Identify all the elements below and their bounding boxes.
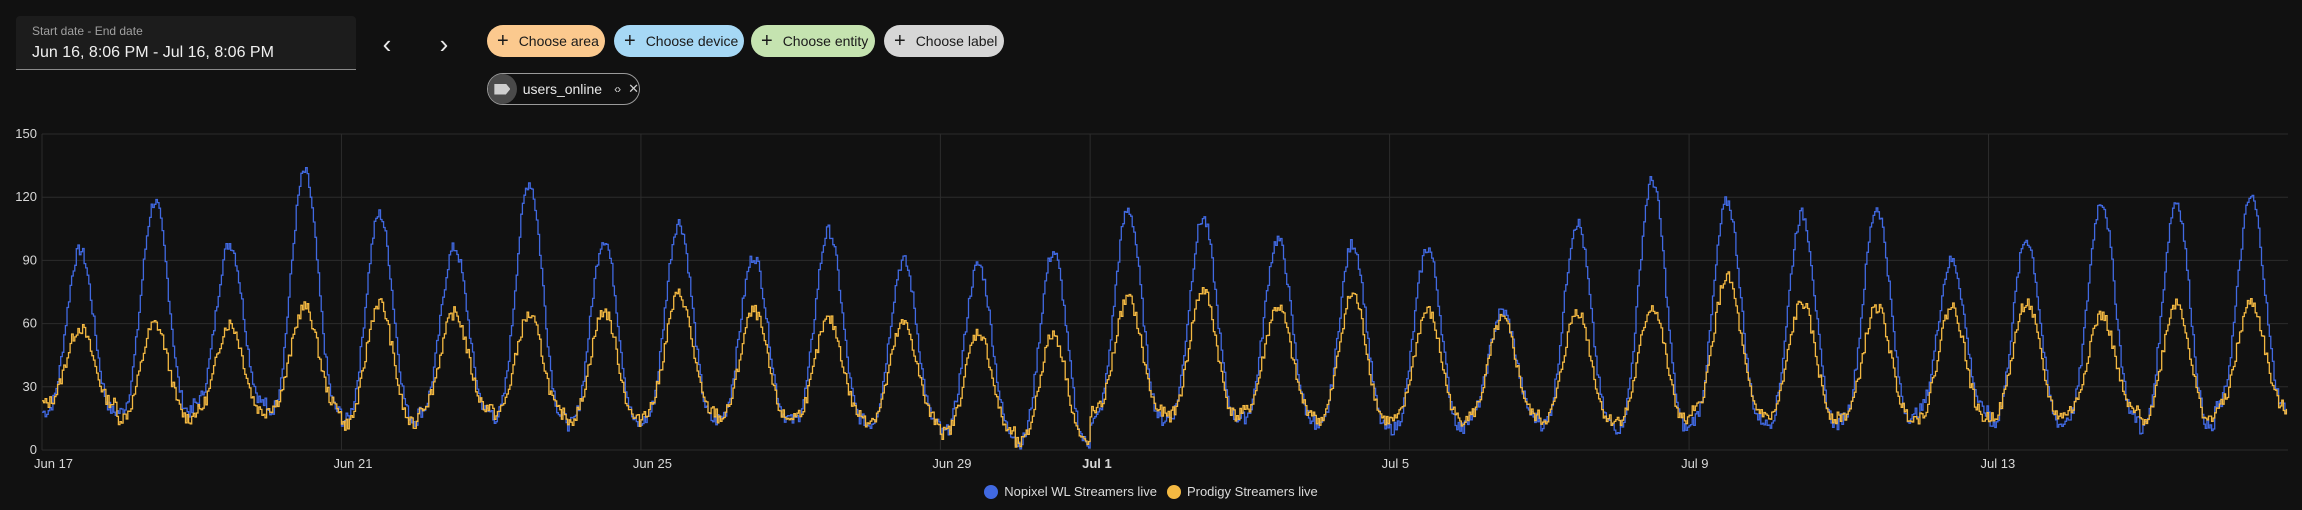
y-tick-label: 0 xyxy=(30,442,37,457)
legend-label-series-2: Prodigy Streamers live xyxy=(1186,484,1318,499)
series-line-2 xyxy=(42,271,2288,448)
plus-icon: + xyxy=(761,30,773,52)
expand-icon[interactable]: ‹› xyxy=(614,82,621,96)
legend-swatch-series-1 xyxy=(984,484,999,499)
x-tick-label: Jun 25 xyxy=(633,456,672,471)
y-tick-label: 60 xyxy=(23,316,37,331)
choose-device-label: Choose device xyxy=(645,33,739,49)
chevron-left-icon: ‹ xyxy=(382,28,392,59)
selected-label-text: users_online xyxy=(522,81,603,97)
plus-icon: + xyxy=(624,30,636,52)
label-tag-icon xyxy=(494,83,511,95)
choose-label-label: Choose label xyxy=(915,33,998,49)
x-tick-label: Jul 9 xyxy=(1681,456,1708,471)
x-tick-label: Jul 1 xyxy=(1082,456,1112,471)
y-tick-label: 30 xyxy=(23,379,37,394)
plus-icon: + xyxy=(497,30,509,52)
choose-device-chip[interactable]: + Choose device xyxy=(614,25,744,57)
label-avatar xyxy=(488,74,517,104)
remove-label-icon[interactable]: ✕ xyxy=(628,81,639,96)
legend-item-series-1[interactable]: Nopixel WL Streamers live xyxy=(984,484,1157,499)
x-tick-label: Jun 29 xyxy=(932,456,971,471)
choose-entity-chip[interactable]: + Choose entity xyxy=(751,25,875,57)
plus-icon: + xyxy=(894,30,906,52)
legend-item-series-2[interactable]: Prodigy Streamers live xyxy=(1166,484,1318,499)
next-period-button[interactable]: › xyxy=(424,24,464,64)
x-tick-label: Jul 5 xyxy=(1382,456,1409,471)
choose-entity-label: Choose entity xyxy=(782,33,869,49)
x-tick-label: Jul 13 xyxy=(1981,456,2016,471)
choose-label-chip[interactable]: + Choose label xyxy=(884,25,1004,57)
chevron-right-icon: › xyxy=(439,28,449,59)
legend-swatch-series-2 xyxy=(1166,484,1181,499)
selected-label-chip[interactable]: users_online ‹› ✕ xyxy=(487,73,640,105)
x-tick-label: Jun 17 xyxy=(34,456,73,471)
legend-label-series-1: Nopixel WL Streamers live xyxy=(1004,484,1157,499)
chart-series xyxy=(42,167,2288,450)
history-chart: 0 30 60 90 120 150 Jun 17 Jun 21 Jun 25 Jun 29 Jul… xyxy=(15,126,2288,471)
chart-grid xyxy=(41,133,2288,451)
date-range-value: Jun 16, 8:06 PM - Jul 16, 8:06 PM xyxy=(32,44,274,61)
date-range-label: Start date - End date xyxy=(32,24,143,38)
x-tick-label: Jun 21 xyxy=(333,456,372,471)
chart-legend: Nopixel WL Streamers live Prodigy Stream… xyxy=(0,484,2302,499)
choose-area-label: Choose area xyxy=(518,33,599,49)
previous-period-button[interactable]: ‹ xyxy=(367,24,407,64)
date-range-picker[interactable]: Start date - End date Jun 16, 8:06 PM - … xyxy=(16,16,356,70)
y-tick-label: 150 xyxy=(15,126,37,141)
chart-axes: 0 30 60 90 120 150 Jun 17 Jun 21 Jun 25 Jun 29 Jul… xyxy=(15,126,2015,471)
choose-area-chip[interactable]: + Choose area xyxy=(487,25,605,57)
y-tick-label: 120 xyxy=(15,189,37,204)
y-tick-label: 90 xyxy=(23,252,37,267)
